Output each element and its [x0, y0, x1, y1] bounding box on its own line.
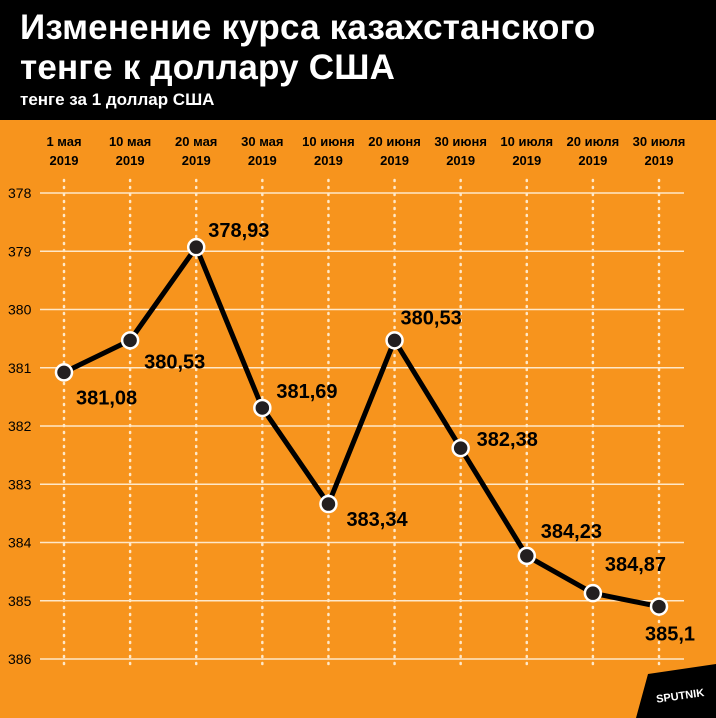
data-markers	[54, 237, 669, 616]
data-label: 383,34	[346, 509, 408, 531]
x-tick-label-year: 2019	[446, 153, 475, 168]
data-point	[451, 438, 470, 458]
x-tick-label-date: 30 июля	[633, 134, 686, 149]
data-point	[385, 331, 404, 350]
x-tick-label-year: 2019	[380, 153, 409, 168]
chart-subtitle: тенге за 1 доллар США	[20, 90, 215, 109]
sputnik-logo: SPUTNIK	[636, 664, 716, 718]
data-label: 380,53	[401, 307, 462, 329]
x-tick-label-year: 2019	[182, 153, 211, 168]
data-label: 385,1	[645, 624, 695, 646]
data-point	[583, 583, 603, 603]
y-tick-label: 385	[8, 593, 32, 609]
y-tick-label: 382	[8, 418, 32, 434]
y-tick-label: 380	[8, 302, 32, 318]
data-label: 384,23	[541, 521, 602, 543]
y-tick-label: 384	[8, 535, 32, 551]
x-tick-label-date: 30 июня	[434, 134, 487, 149]
x-axis-labels: 1 мая 2019 10 мая 2019 20 мая 2019 30 мая 2019 1…	[46, 134, 685, 168]
y-tick-label: 379	[8, 243, 32, 259]
data-label: 381,08	[76, 387, 137, 409]
x-tick-label-year: 2019	[248, 153, 277, 168]
title-line-1: Изменение курса казахстанского	[20, 8, 596, 47]
chart-title: Изменение курса казахстанского тенге к д…	[20, 8, 710, 88]
x-tick-label-year: 2019	[50, 153, 79, 168]
x-tick-label-date: 20 июня	[368, 134, 421, 149]
x-tick-label-date: 20 мая	[175, 134, 217, 149]
x-tick-label-date: 10 июня	[302, 134, 355, 149]
x-tick-label-date: 10 мая	[109, 134, 151, 149]
x-tick-label-date: 10 июля	[500, 134, 553, 149]
x-tick-label-date: 30 мая	[241, 134, 283, 149]
y-tick-label: 378	[8, 185, 32, 201]
x-tick-label-year: 2019	[116, 153, 145, 168]
series-line	[61, 244, 662, 610]
data-label: 384,87	[605, 554, 666, 576]
x-tick-label-year: 2019	[512, 153, 541, 168]
x-tick-label-year: 2019	[645, 153, 674, 168]
data-point	[54, 363, 74, 382]
line-chart: 1 мая 2019 10 мая 2019 20 мая 2019 30 мая 2019 1…	[8, 134, 695, 670]
header-bar: Изменение курса казахстанского тенге к д…	[0, 0, 716, 120]
y-tick-label: 383	[8, 476, 32, 492]
data-point	[120, 331, 140, 350]
data-point	[649, 597, 669, 616]
data-label: 378,93	[208, 220, 269, 242]
y-tick-label: 386	[8, 651, 32, 667]
data-point	[517, 546, 537, 566]
x-tick-label-date: 20 июля	[567, 134, 620, 149]
data-point	[186, 237, 206, 257]
x-tick-label-year: 2019	[314, 153, 343, 168]
data-label: 382,38	[477, 429, 538, 451]
y-tick-label: 381	[8, 360, 32, 376]
y-axis-labels: 378 379 380 381 382 383 384 385 386	[8, 185, 32, 667]
data-point	[319, 494, 338, 514]
data-labels: 381,08 380,53 378,93 381,69 383,34 380,53 382,…	[76, 220, 695, 645]
x-tick-label-date: 1 мая	[46, 134, 81, 149]
data-point	[253, 398, 272, 418]
x-tick-label-year: 2019	[578, 153, 607, 168]
data-label: 380,53	[144, 351, 205, 373]
title-line-2: тенге к доллару США	[20, 48, 396, 87]
data-label: 381,69	[276, 381, 337, 403]
